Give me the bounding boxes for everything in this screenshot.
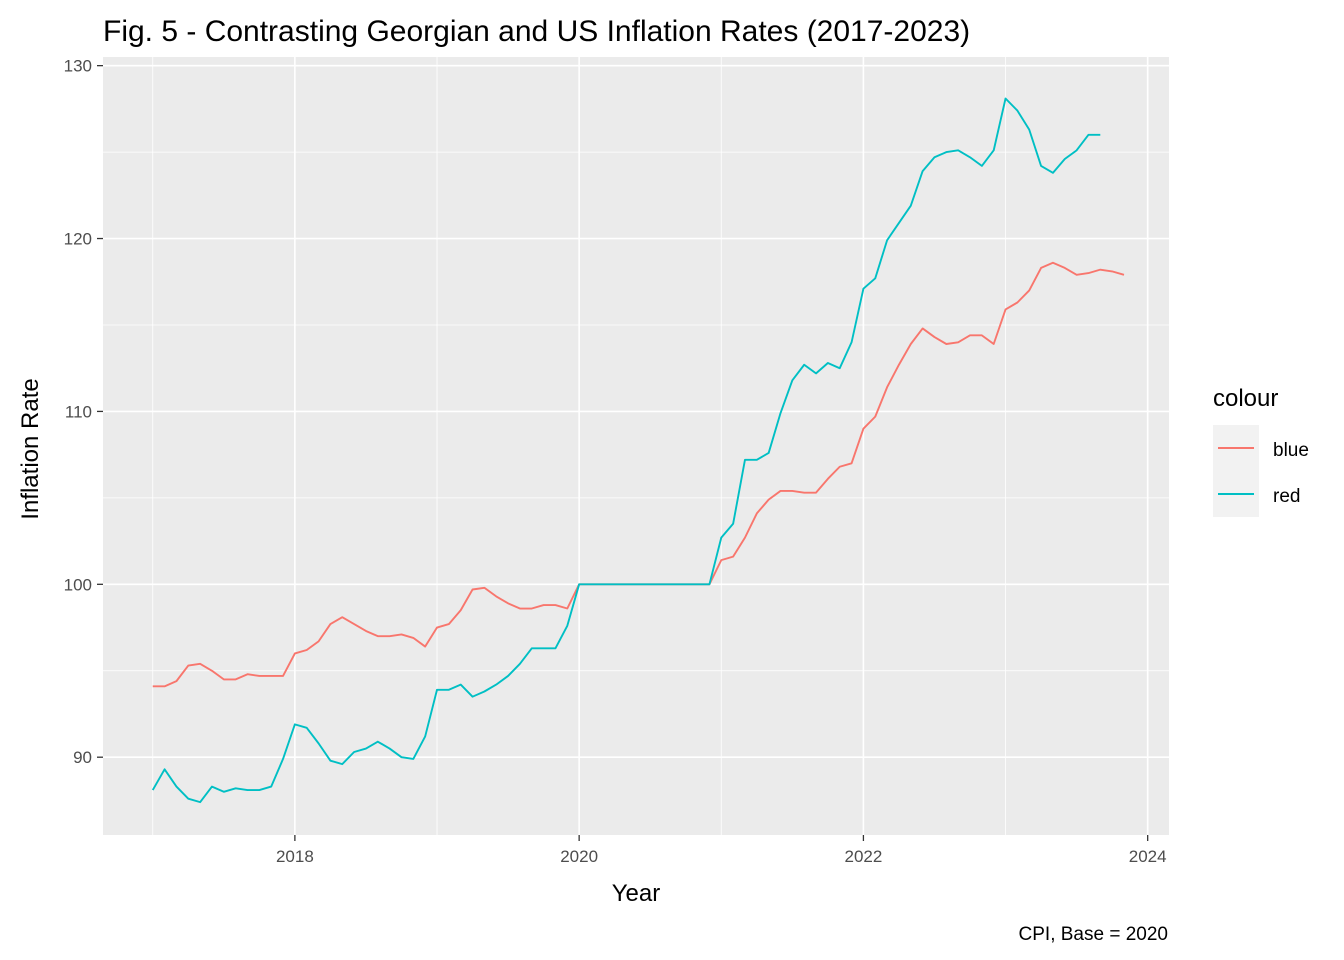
x-tick-label: 2022 (844, 847, 882, 866)
plot-panel (103, 57, 1169, 835)
x-tick-label: 2018 (276, 847, 314, 866)
y-tick-label: 130 (64, 57, 92, 76)
axis-ticks: 2018 2020 2022 2024 90 100 110 120 130 (64, 57, 1167, 866)
y-axis-title: Inflation Rate (17, 378, 44, 519)
chart-title: Fig. 5 - Contrasting Georgian and US Inf… (103, 15, 970, 48)
y-tick-label: 110 (65, 402, 92, 421)
chart-caption: CPI, Base = 2020 (1019, 924, 1168, 945)
x-tick-label: 2020 (560, 847, 598, 866)
legend-title: colour (1213, 385, 1278, 412)
x-axis-title: Year (612, 880, 661, 907)
x-tick-label: 2024 (1129, 847, 1167, 866)
series-line-red (151, 97, 1101, 804)
y-tick-label: 120 (64, 230, 92, 249)
series-layer (151, 97, 1125, 804)
legend-label-red: red (1273, 486, 1300, 507)
y-tick-label: 100 (64, 575, 92, 594)
legend-label-blue: blue (1273, 440, 1309, 461)
legend: colour blue red (1213, 385, 1309, 517)
y-tick-label: 90 (73, 748, 92, 767)
